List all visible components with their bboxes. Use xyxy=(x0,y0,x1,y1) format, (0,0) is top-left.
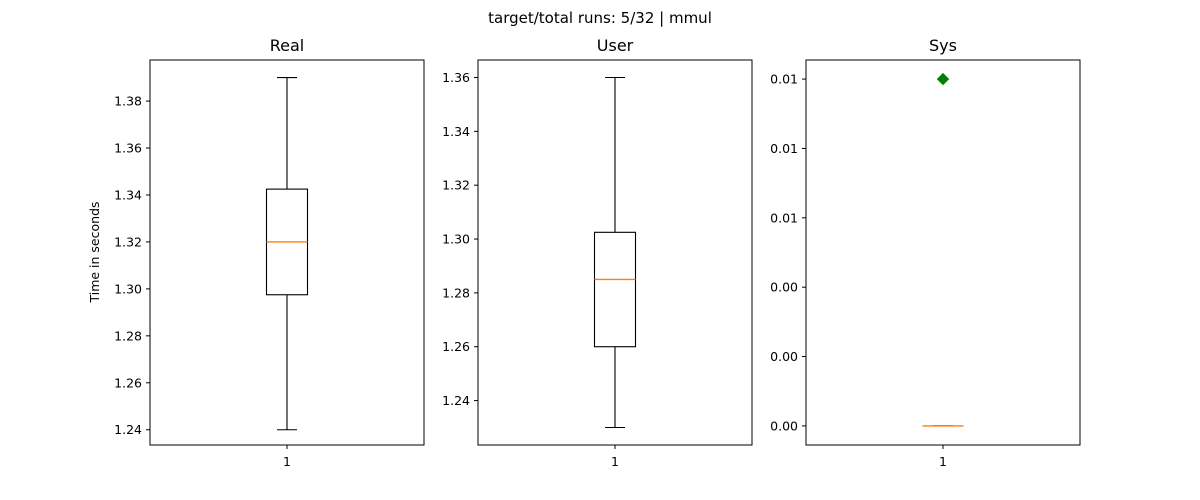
x-tick-label: 1 xyxy=(611,454,619,469)
x-tick-label: 1 xyxy=(283,454,291,469)
y-tick-label: 1.30 xyxy=(442,232,470,247)
panel-user: User 1 1.24 1.26 1.28 1.30 1.32 1.34 1.36 xyxy=(442,36,753,469)
y-tick-label: 1.32 xyxy=(114,234,142,249)
panel-title: User xyxy=(597,36,634,55)
y-axis-label: Time in seconds xyxy=(87,201,102,303)
axes-frame xyxy=(149,59,425,446)
panel-marks: 1.24 1.26 1.28 1.30 1.32 1.34 1.36 xyxy=(442,70,637,449)
outlier-marker xyxy=(936,72,950,86)
panel-marks: 1.24 1.26 1.28 1.30 1.32 1.34 1.36 1.38 xyxy=(114,77,309,449)
axes-frame xyxy=(477,59,753,446)
y-tick-label: 0.00 xyxy=(770,418,798,433)
y-tick-label: 1.34 xyxy=(114,187,142,202)
y-tick-label: 1.26 xyxy=(114,375,142,390)
panel-marks: 0.00 0.00 0.00 0.01 0.01 0.01 xyxy=(770,72,964,449)
y-tick-label: 1.24 xyxy=(114,422,142,437)
y-tick-label: 0.00 xyxy=(770,280,798,295)
axes-frame xyxy=(805,59,1081,446)
y-tick-label: 1.36 xyxy=(114,141,142,156)
y-tick-label: 1.38 xyxy=(114,94,142,109)
y-tick-label: 0.00 xyxy=(770,349,798,364)
y-tick-label: 1.28 xyxy=(114,328,142,343)
x-tick-label: 1 xyxy=(939,454,947,469)
figure-suptitle: target/total runs: 5/32 | mmul xyxy=(488,9,712,27)
panel-title: Sys xyxy=(929,36,957,55)
panel-sys: Sys 1 0.00 0.00 0.00 0.01 0.01 0.01 xyxy=(770,36,1081,469)
panel-real: Real 1 1.24 1.26 1.28 1.30 1.32 1.34 1.36 1.38 xyxy=(114,36,425,469)
y-tick-label: 0.01 xyxy=(770,210,798,225)
y-tick-label: 0.01 xyxy=(770,72,798,87)
y-tick-label: 1.24 xyxy=(442,393,470,408)
iqr-box xyxy=(593,231,637,348)
y-tick-label: 1.28 xyxy=(442,285,470,300)
panel-title: Real xyxy=(270,36,305,55)
y-tick-label: 1.34 xyxy=(442,124,470,139)
y-tick-label: 1.32 xyxy=(442,178,470,193)
y-tick-label: 1.36 xyxy=(442,70,470,85)
y-tick-label: 1.30 xyxy=(114,281,142,296)
y-tick-label: 0.01 xyxy=(770,141,798,156)
y-tick-label: 1.26 xyxy=(442,339,470,354)
